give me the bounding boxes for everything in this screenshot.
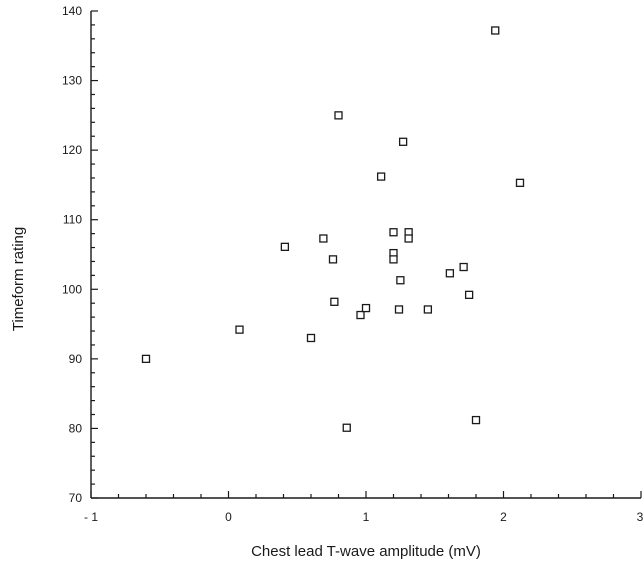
y-tick-label: 100 [62, 282, 82, 296]
data-point [235, 325, 244, 334]
data-point [396, 276, 405, 285]
data-point [423, 305, 433, 314]
data-point [464, 290, 474, 300]
data-point [328, 255, 338, 264]
y-tick-label: 70 [69, 491, 83, 505]
x-axis-ticks: - 1 0 1 2 3 [84, 491, 644, 524]
y-tick-label: 120 [62, 143, 82, 157]
data-point [398, 137, 408, 146]
x-tick-label: 2 [500, 510, 507, 524]
data-point [389, 255, 398, 264]
data-point [306, 333, 316, 343]
data-point [376, 172, 386, 181]
data-point [334, 111, 343, 120]
y-tick-label: 140 [62, 4, 82, 18]
data-point [330, 297, 339, 306]
data-points [141, 26, 525, 432]
data-point [319, 234, 328, 243]
data-point [459, 262, 468, 272]
y-axis-ticks: 70 80 90 100 110 120 130 140 [62, 4, 98, 505]
data-point [356, 310, 365, 320]
data-point [342, 423, 351, 432]
x-tick-label: 0 [225, 510, 232, 524]
y-tick-label: 90 [69, 352, 83, 366]
x-tick-label: 3 [637, 510, 644, 524]
data-point [280, 242, 290, 251]
x-tick-label: 1 [363, 510, 370, 524]
data-point [389, 228, 398, 237]
data-point [361, 303, 371, 313]
x-axis-title: Chest lead T-wave amplitude (mV) [251, 543, 481, 560]
y-tick-label: 80 [69, 421, 83, 435]
y-tick-label: 110 [63, 213, 82, 227]
y-tick-label: 130 [62, 74, 82, 88]
data-point [445, 269, 455, 278]
data-point [394, 305, 404, 314]
data-point [404, 234, 413, 243]
y-axis-title: Timeform rating [10, 227, 27, 331]
x-tick-label: - 1 [84, 510, 98, 524]
data-point [471, 415, 481, 425]
data-point [141, 354, 151, 364]
data-point [491, 26, 500, 35]
data-point [515, 178, 525, 187]
